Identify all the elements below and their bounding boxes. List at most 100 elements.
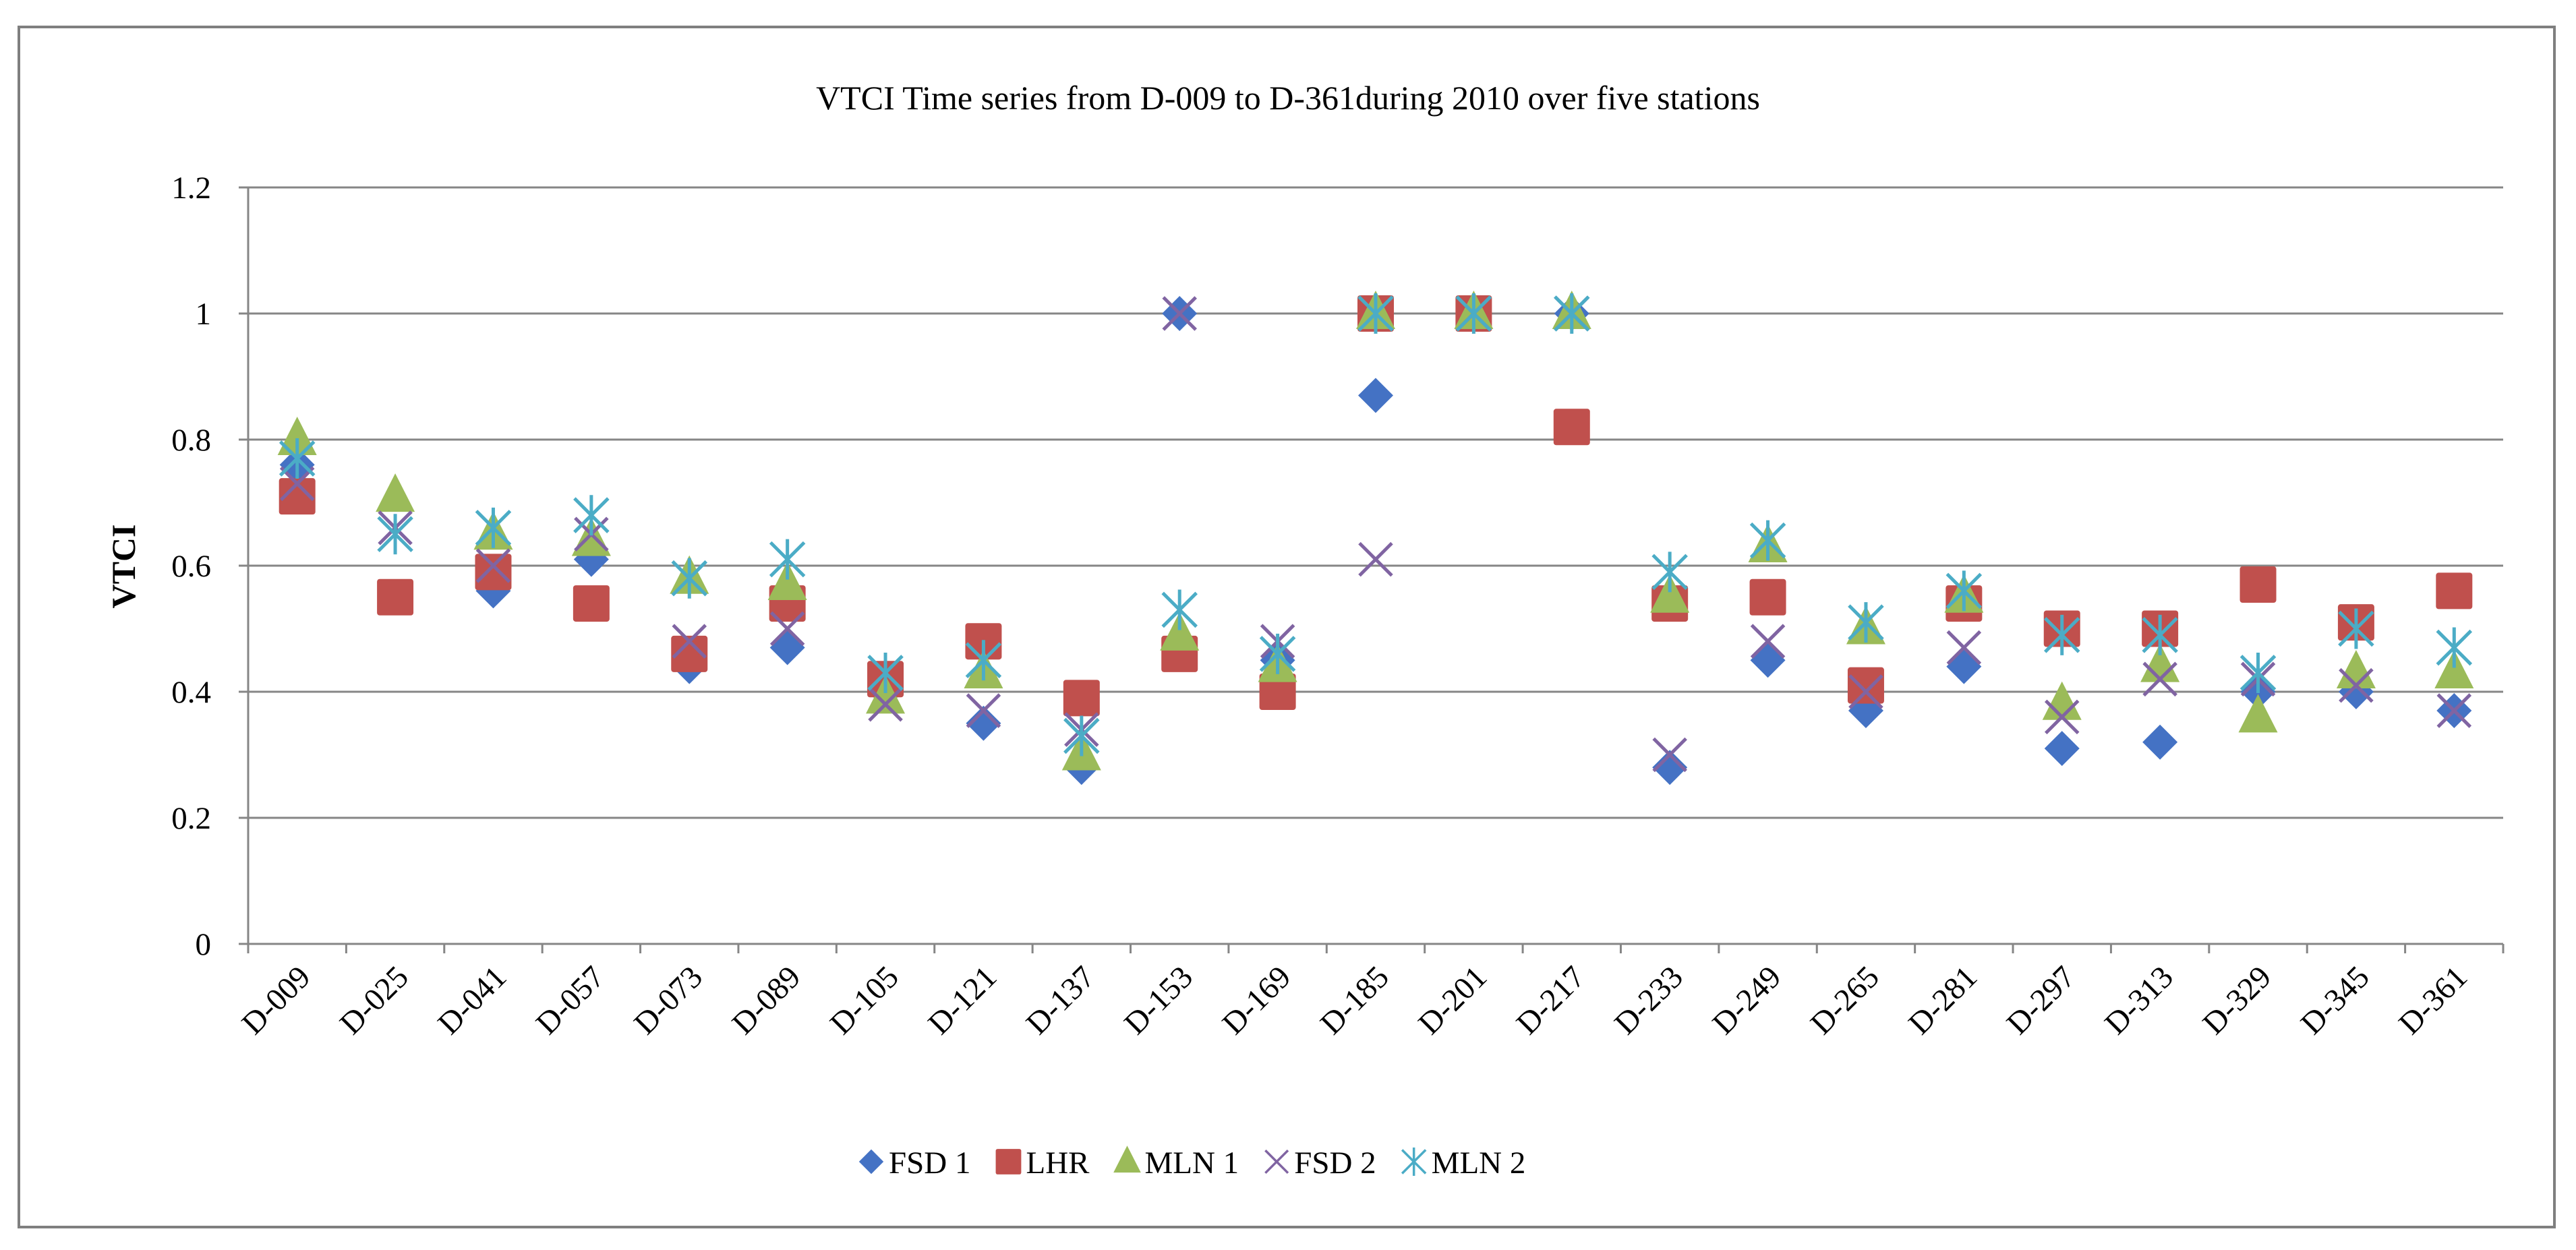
data-point <box>377 514 413 555</box>
y-tick-labels: 0 0.2 0.4 0.6 0.8 1 1.2 <box>171 171 211 962</box>
data-point <box>1357 293 1394 334</box>
data-point <box>1750 624 1786 659</box>
legend-item: LHR <box>995 1145 1090 1181</box>
data-point <box>1847 667 1884 704</box>
y-tick-label: 0.2 <box>171 801 211 836</box>
data-point <box>1749 578 1786 616</box>
y-tick-label: 0 <box>196 927 212 962</box>
data-point <box>1749 520 1786 561</box>
legend: FSD 1 LHR MLN 1 FSD 2 MLN 2 <box>858 1145 1526 1181</box>
data-point <box>866 675 906 714</box>
data-point <box>1945 570 1983 612</box>
data-point <box>868 686 903 722</box>
data-point <box>867 652 904 693</box>
data-point <box>672 624 707 659</box>
data-points <box>277 291 2474 785</box>
data-point <box>1063 680 1100 717</box>
data-point <box>767 562 807 601</box>
data-point <box>1259 633 1296 674</box>
data-point <box>279 466 315 502</box>
legend-label: FSD 2 <box>1294 1145 1376 1181</box>
legend-label: FSD 1 <box>889 1145 970 1181</box>
data-point <box>279 438 316 479</box>
data-point <box>2336 649 2376 688</box>
legend-item: MLN 2 <box>1401 1145 1526 1181</box>
chart-border <box>18 26 2556 1228</box>
data-point <box>2044 699 2080 735</box>
data-point <box>966 705 1001 741</box>
series-mln-2 <box>279 293 2473 756</box>
data-point <box>2436 693 2472 728</box>
legend-item: FSD 2 <box>1264 1145 1376 1181</box>
data-point <box>571 517 611 556</box>
data-point <box>2436 572 2473 609</box>
legend-item: FSD 1 <box>858 1145 970 1181</box>
legend-label: MLN 1 <box>1144 1145 1239 1181</box>
data-point <box>2238 694 2278 733</box>
data-point <box>1946 630 1982 665</box>
data-point <box>965 640 1002 681</box>
data-point <box>2338 608 2374 649</box>
chart-title: VTCI Time series from D-009 to D-361duri… <box>816 79 1760 117</box>
data-point <box>2140 643 2180 682</box>
data-point <box>377 578 414 616</box>
data-point <box>1358 541 1393 577</box>
data-point <box>671 635 708 672</box>
data-point <box>2240 566 2277 603</box>
legend-label: MLN 2 <box>1432 1145 1526 1181</box>
data-point <box>475 554 512 591</box>
axes <box>239 186 2505 953</box>
data-point <box>1063 715 1100 756</box>
data-point <box>671 558 708 599</box>
legend-marker <box>995 1149 1022 1174</box>
data-point <box>2240 652 2277 693</box>
data-point <box>1848 602 1884 643</box>
data-point <box>2142 724 2178 760</box>
data-point <box>1848 674 1883 709</box>
data-point <box>573 585 610 622</box>
y-tick-label: 1 <box>196 297 212 332</box>
data-point <box>2044 731 2080 767</box>
data-point <box>769 539 806 580</box>
y-tick-label: 0.4 <box>171 675 211 710</box>
legend-marker <box>1264 1149 1289 1174</box>
data-point <box>1259 674 1296 710</box>
data-point <box>2436 627 2473 668</box>
legend-marker <box>858 1149 884 1174</box>
data-point <box>2339 667 2374 703</box>
data-point <box>376 473 415 512</box>
data-point <box>2142 661 2177 697</box>
legend-item: MLN 1 <box>1113 1145 1239 1181</box>
data-point <box>1160 612 1200 651</box>
data-point <box>1652 750 1688 785</box>
legend-marker <box>1113 1145 1141 1173</box>
legend-marker <box>1401 1148 1427 1177</box>
data-point <box>475 548 511 583</box>
data-point <box>2042 681 2082 720</box>
data-point <box>1161 589 1198 630</box>
data-point <box>1554 293 1590 334</box>
data-point <box>277 417 317 455</box>
data-point <box>573 495 610 536</box>
legend-label: LHR <box>1026 1145 1090 1181</box>
data-point <box>1650 574 1690 613</box>
data-point <box>2142 614 2178 655</box>
data-point <box>1455 293 1492 334</box>
data-point <box>1162 296 1197 331</box>
data-point <box>279 478 316 515</box>
data-point <box>2434 649 2474 688</box>
data-point <box>1651 552 1688 593</box>
data-point <box>1358 378 1393 413</box>
y-axis-label: VTCI <box>105 524 142 608</box>
y-tick-label: 1.2 <box>171 171 211 206</box>
y-tick-label: 0.6 <box>171 549 211 584</box>
data-point <box>1553 409 1590 446</box>
data-point <box>966 693 1001 728</box>
data-point <box>475 507 512 548</box>
data-point <box>769 611 805 647</box>
data-point <box>1652 737 1687 773</box>
y-tick-label: 0.8 <box>171 423 211 458</box>
data-point <box>2043 614 2080 655</box>
